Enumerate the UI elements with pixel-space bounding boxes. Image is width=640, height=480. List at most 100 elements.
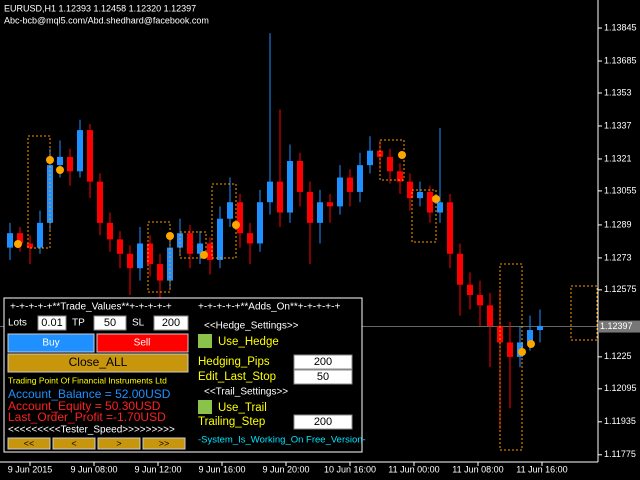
candle-body xyxy=(197,243,203,254)
option-label: Hedging_Pips xyxy=(198,356,270,368)
trail-checkbox[interactable] xyxy=(198,400,212,414)
candle-body xyxy=(407,181,413,199)
close-all-button[interactable] xyxy=(7,353,189,373)
candle-body xyxy=(317,202,323,223)
candle-body xyxy=(457,253,463,285)
lots-input[interactable] xyxy=(37,315,67,331)
y-tick-label: 1.1353 xyxy=(604,87,632,97)
signal-dot xyxy=(518,348,526,356)
candle-body xyxy=(137,243,143,269)
signal-box xyxy=(411,189,437,243)
current-price-label: 1.12397 xyxy=(600,321,633,331)
speed-button[interactable] xyxy=(7,437,51,450)
x-tick-label: 9 Jun 16:00 xyxy=(198,464,245,474)
button-label: Sell xyxy=(134,338,151,349)
profit: Last_Order_Profit =-1.70USD xyxy=(8,410,166,424)
signal-box xyxy=(27,135,51,249)
candle-body xyxy=(397,171,403,182)
x-tick-label: 9 Jun 12:00 xyxy=(134,464,181,474)
input-value: 50 xyxy=(317,371,329,383)
speed-buttons: << < > >> xyxy=(7,437,186,450)
candle-body xyxy=(207,243,213,260)
trailing-step-input[interactable] xyxy=(293,414,353,430)
candle-body xyxy=(487,305,493,326)
sell-button[interactable] xyxy=(96,333,189,353)
candle-body xyxy=(337,177,343,207)
x-tick-label: 11 Jun 16:00 xyxy=(516,464,567,474)
button-label: > xyxy=(116,438,121,448)
y-tick-label: 1.1225 xyxy=(604,351,632,361)
x-tick-label: 9 Jun 20:00 xyxy=(262,464,309,474)
hedge-checkbox[interactable] xyxy=(198,334,212,348)
candle-body xyxy=(87,130,93,182)
candle-body xyxy=(227,202,233,219)
signal-dot xyxy=(432,195,440,203)
candle-body xyxy=(147,243,153,265)
label: TP xyxy=(72,318,85,329)
candle-body xyxy=(67,156,73,172)
candle-body xyxy=(267,181,273,203)
signal-dot xyxy=(527,340,535,348)
edit-last-stop-input[interactable] xyxy=(293,369,353,385)
speed-button[interactable] xyxy=(97,437,141,450)
candle-body xyxy=(247,233,253,244)
tp-input[interactable] xyxy=(93,315,127,331)
candle-body xyxy=(27,243,33,248)
y-tick-label: 1.11775 xyxy=(604,449,636,459)
candle-body xyxy=(287,161,293,213)
signal-box xyxy=(179,231,207,259)
input-value: 200 xyxy=(314,356,332,368)
equity: Account_Equity = 50.30USD xyxy=(8,399,161,413)
signal-dot xyxy=(14,240,22,248)
speed-button[interactable] xyxy=(142,437,186,450)
candle-body xyxy=(157,264,163,281)
speed-button[interactable] xyxy=(52,437,96,450)
subheader: <<Hedge_Settings>> xyxy=(204,321,299,332)
y-tick-label: 1.11935 xyxy=(604,416,636,426)
candle-body xyxy=(97,181,103,223)
symbol-info: EURUSD,H1 1.12393 1.12458 1.12320 1.1239… xyxy=(4,3,196,13)
signal-dot xyxy=(200,251,208,259)
signal-dot xyxy=(46,156,54,164)
button-label: Close_ALL xyxy=(69,355,128,369)
buy-button[interactable] xyxy=(7,333,95,353)
candle-body xyxy=(367,150,373,166)
company: Trading Point Of Financial Instruments L… xyxy=(8,375,167,385)
candle-body xyxy=(57,156,63,166)
candle-body xyxy=(437,202,443,213)
button-label: < xyxy=(71,438,76,448)
trade-panel: +-+-+-+-+**Trade_Values**+-+-+-+-+ Lots … xyxy=(3,297,366,453)
candle-body xyxy=(427,191,433,213)
option-label: Use_Trail xyxy=(218,402,267,414)
candle-body xyxy=(257,202,263,244)
sl-input[interactable] xyxy=(153,315,189,331)
hedging-pips-input[interactable] xyxy=(293,354,353,370)
candle-body xyxy=(277,181,283,213)
candle-body xyxy=(357,165,363,192)
section-header: +-+-+-+-+**Adds_On**+-+-+-+-+ xyxy=(198,302,340,313)
signal-box xyxy=(570,285,598,341)
tester-speed: <<<<<<<<<Tester_Speed>>>>>>>>> xyxy=(8,425,175,436)
y-tick-label: 1.13055 xyxy=(604,185,637,195)
signal-box xyxy=(379,139,405,181)
candle-body xyxy=(177,233,183,248)
candle-body xyxy=(327,202,333,207)
current-price-box xyxy=(598,320,640,333)
candle-body xyxy=(527,330,533,343)
signal-boxes xyxy=(27,135,598,451)
y-tick-label: 1.13685 xyxy=(604,55,637,65)
input-value: 0.01 xyxy=(41,317,62,329)
x-tick-label: 9 Jun 2015 xyxy=(8,464,53,474)
candle-body xyxy=(297,161,303,192)
x-tick-label: 11 Jun 00:00 xyxy=(388,464,439,474)
candle-body xyxy=(417,191,423,199)
candle-body xyxy=(387,156,393,172)
y-tick-label: 1.1337 xyxy=(604,120,632,130)
candle-body xyxy=(467,284,473,296)
signal-dot xyxy=(398,151,406,159)
option-label: Edit_Last_Stop xyxy=(198,371,276,383)
status: -System_Is_Working_On Free_Version- xyxy=(198,435,366,446)
button-label: >> xyxy=(159,438,170,448)
y-tick-label: 1.13845 xyxy=(604,22,637,32)
